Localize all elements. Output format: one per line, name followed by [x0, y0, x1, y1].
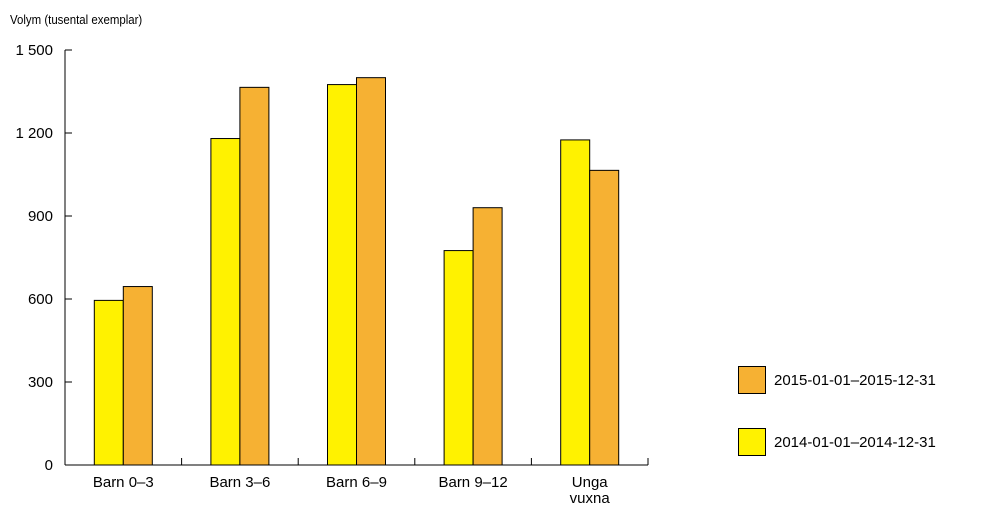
- bar-2015: [239, 86, 270, 466]
- legend-item-2015: 2015-01-01–2015-12-31: [738, 366, 936, 394]
- bar-2014: [210, 138, 241, 466]
- y-tick-label: 300: [28, 374, 53, 391]
- legend-item-2014: 2014-01-01–2014-12-31: [738, 428, 936, 456]
- legend-swatch-2015: [738, 366, 766, 394]
- legend-swatch-2014: [738, 428, 766, 456]
- bar-2014: [560, 139, 591, 466]
- bar-2014: [327, 84, 357, 466]
- bar-2014: [443, 250, 474, 466]
- x-tick-label: Barn 9–12: [438, 474, 507, 491]
- bar-2015: [356, 77, 386, 466]
- x-tick-label: vuxna: [570, 490, 611, 507]
- y-tick-label: 600: [28, 291, 53, 308]
- bar-2015: [122, 286, 153, 466]
- bar-2015: [472, 207, 503, 466]
- bar-2015: [589, 169, 620, 466]
- legend-label-2015: 2015-01-01–2015-12-31: [774, 371, 936, 389]
- x-tick-label: Barn 6–9: [326, 474, 387, 491]
- bar-2014: [93, 299, 124, 466]
- y-tick-label: 0: [45, 457, 53, 474]
- x-tick-label: Barn 0–3: [93, 474, 154, 491]
- y-tick-label: 1 500: [15, 42, 53, 59]
- x-tick-label: Unga: [572, 474, 609, 491]
- x-tick-label: Barn 3–6: [209, 474, 270, 491]
- y-axis-title: Volym (tusental exemplar): [10, 12, 143, 27]
- y-tick-label: 1 200: [15, 125, 53, 142]
- y-tick-label: 900: [28, 208, 53, 225]
- legend-label-2014: 2014-01-01–2014-12-31: [774, 433, 936, 451]
